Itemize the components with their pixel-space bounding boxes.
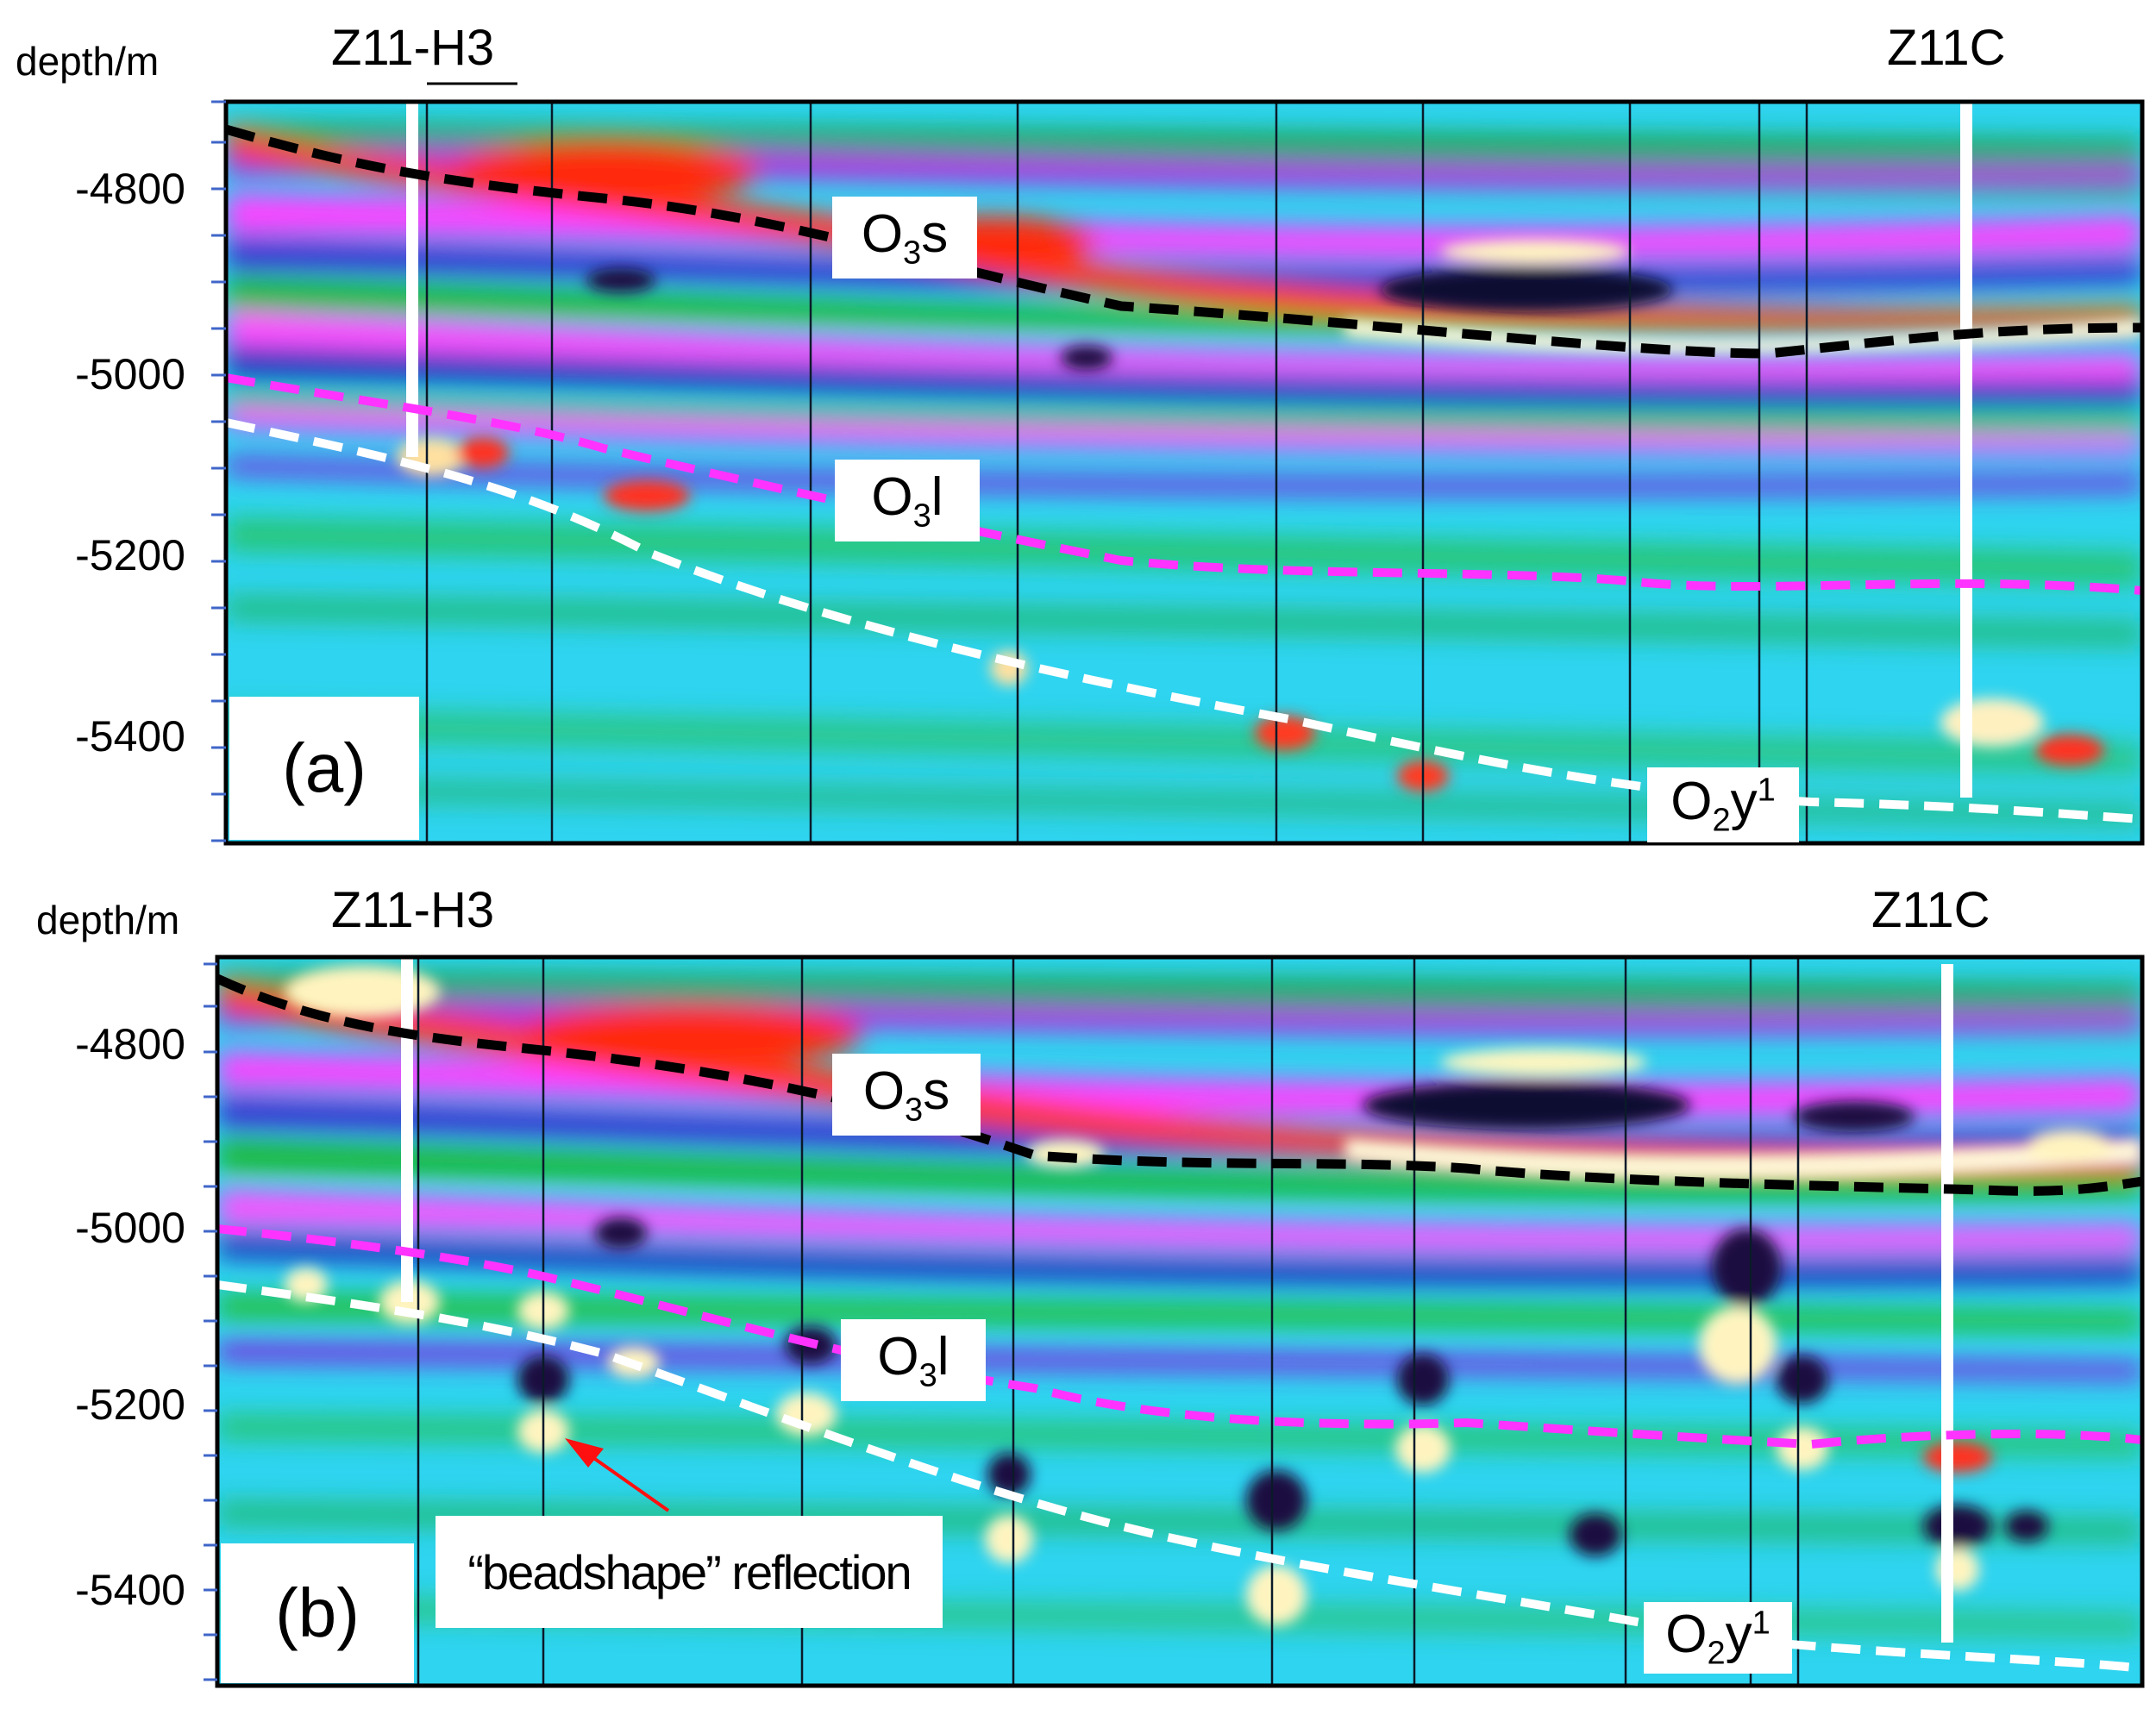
panel-a-frame: [223, 99, 2145, 846]
horizon-o3l-line-a: [226, 373, 2142, 595]
horizon-label-o2y1-b: O2y1: [1644, 1602, 1792, 1674]
horizon-label-o3s-b: O3s: [832, 1054, 981, 1136]
tick-label-b-5200: -5200: [75, 1380, 185, 1429]
panel-a-section: [226, 102, 2142, 843]
tick-label-a-5400: -5400: [75, 712, 185, 760]
horizon-o3l-line-b: [217, 1224, 2142, 1449]
well-label-z11c-a: Z11C: [1887, 20, 2006, 76]
tick-label-a-4800: -4800: [75, 165, 185, 213]
tick-label-a-5000: -5000: [75, 350, 185, 398]
panel-label-a: (a): [229, 697, 419, 840]
horizon-label-o3l-b: O3l: [841, 1319, 986, 1402]
horizon-label-o2y1-a: O2y1: [1647, 767, 1799, 843]
tick-label-b-5400: -5400: [75, 1566, 185, 1614]
annotation-arrow-head: [565, 1438, 604, 1468]
depth-axis-title-b: depth/m: [36, 898, 180, 942]
depth-axis-title-a: depth/m: [16, 39, 160, 84]
horizon-o2y1-line-a: [226, 418, 2142, 823]
panel-a-axis-ticks: [211, 100, 226, 842]
tick-label-a-5200: -5200: [75, 531, 185, 579]
panel-label-b: (b): [221, 1543, 414, 1683]
beadshape-annotation: “beadshape” reflection: [436, 1516, 943, 1628]
horizon-label-o3l-a: O3l: [835, 460, 980, 542]
tick-label-b-4800: -4800: [75, 1020, 185, 1068]
horizon-o2y1-line-b: [217, 1280, 2142, 1673]
well-label-z11-h3-b: Z11-H3: [331, 882, 495, 938]
panel-b-axis-ticks: [204, 962, 217, 1681]
horizon-o3s-line-a: [226, 124, 2142, 359]
tick-label-b-5000: -5000: [75, 1204, 185, 1252]
horizon-label-o3s-a: O3s: [832, 197, 977, 279]
well-label-z11c-b: Z11C: [1871, 882, 1990, 938]
horizon-o3s-line-b: [217, 974, 2142, 1196]
well-label-z11-h3-a: Z11-H3: [331, 20, 495, 76]
panel-b-section: [217, 957, 2142, 1686]
